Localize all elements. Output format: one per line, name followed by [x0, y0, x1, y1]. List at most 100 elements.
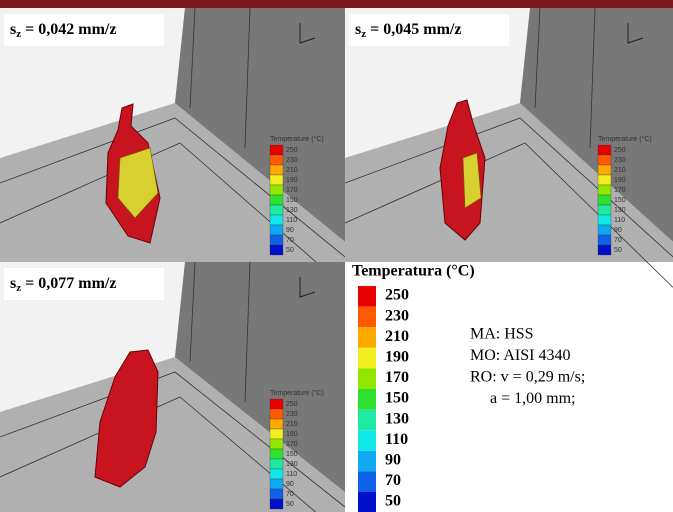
- legend-swatch: [358, 368, 376, 389]
- label-value: = 0,042 mm/z: [21, 21, 116, 38]
- legend-label: 130: [385, 410, 409, 427]
- panel-legend-swatch: [270, 409, 283, 419]
- panel-legend-label: 190: [286, 177, 298, 184]
- panel-legend-swatch: [270, 479, 283, 489]
- panel-legend-swatch: [598, 175, 611, 185]
- panel-legend-label: 210: [614, 167, 626, 174]
- panel-legend-swatch: [270, 399, 283, 409]
- panel-legend-label: 90: [286, 481, 294, 488]
- panel-label: sz = 0,042 mm/z: [10, 21, 116, 40]
- legend-swatch: [358, 430, 376, 451]
- panel-legend-label: 90: [614, 227, 622, 234]
- panel-legend-swatch: [598, 205, 611, 215]
- panel-legend-swatch: [270, 185, 283, 195]
- parameter-text: MA: HSS: [470, 326, 534, 343]
- panel-legend-label: 230: [286, 411, 298, 418]
- panel-legend-title: Temperature (°C): [270, 135, 324, 143]
- panel-legend-swatch: [598, 225, 611, 235]
- legend-label: 170: [385, 369, 409, 386]
- panel-legend-label: 210: [286, 421, 298, 428]
- legend-title: Temperatura (°C): [352, 263, 475, 280]
- panel-legend-label: 230: [286, 157, 298, 164]
- panel-legend-swatch: [270, 469, 283, 479]
- panel-legend-title: Temperature (°C): [270, 389, 324, 397]
- panel-legend-swatch: [270, 419, 283, 429]
- panel-legend-label: 170: [614, 187, 626, 194]
- panel-legend-swatch: [598, 245, 611, 255]
- legend-label: 230: [385, 307, 409, 324]
- legend-swatch: [358, 451, 376, 472]
- panel-legend-label: 190: [614, 177, 626, 184]
- parameter-text: RO: v = 0,29 m/s;: [470, 369, 585, 386]
- label-value: = 0,077 mm/z: [21, 275, 116, 292]
- panel-label: sz = 0,045 mm/z: [355, 21, 461, 40]
- legend-label: 150: [385, 390, 409, 407]
- panel-legend-label: 50: [614, 247, 622, 254]
- top-bar: [0, 0, 673, 8]
- panel: sz = 0,045 mm/zTemperature (°C)250230210…: [345, 8, 673, 287]
- legend-swatch: [358, 492, 376, 512]
- panel-legend-label: 130: [286, 461, 298, 468]
- legend-swatch: [358, 307, 376, 328]
- panel-legend-label: 90: [286, 227, 294, 234]
- panel-legend-label: 110: [286, 471, 297, 478]
- legend-label: 50: [385, 493, 401, 510]
- panel-legend-label: 50: [286, 501, 294, 508]
- panel-legend-swatch: [270, 165, 283, 175]
- panel-legend-swatch: [598, 215, 611, 225]
- panel-legend-label: 170: [286, 187, 298, 194]
- panel-label: sz = 0,077 mm/z: [10, 275, 116, 294]
- panel-legend-swatch: [270, 145, 283, 155]
- legend-label: 250: [385, 287, 409, 304]
- panel-legend-swatch: [270, 489, 283, 499]
- panel-legend-swatch: [270, 225, 283, 235]
- panel-legend-label: 250: [286, 401, 298, 408]
- legend-swatch: [358, 410, 376, 431]
- panel-legend-swatch: [270, 439, 283, 449]
- legend-swatch: [358, 286, 376, 307]
- panel-legend-label: 190: [286, 431, 298, 438]
- legend-label: 210: [385, 328, 409, 345]
- panel-legend-label: 150: [614, 197, 626, 204]
- panel-legend-swatch: [598, 235, 611, 245]
- panel-legend-swatch: [270, 195, 283, 205]
- legend-swatch: [358, 471, 376, 492]
- parameter-text: MO: AISI 4340: [470, 347, 570, 364]
- panel-legend-swatch: [270, 235, 283, 245]
- panel-legend-swatch: [270, 215, 283, 225]
- panel-legend-swatch: [598, 145, 611, 155]
- panel-legend-label: 150: [286, 451, 298, 458]
- panel-legend-swatch: [270, 175, 283, 185]
- panel-legend-swatch: [270, 429, 283, 439]
- panel-legend-swatch: [598, 195, 611, 205]
- legend-label: 110: [385, 431, 408, 448]
- panel-legend-swatch: [270, 499, 283, 509]
- panel-legend-label: 110: [286, 217, 297, 224]
- legend-label: 190: [385, 348, 409, 365]
- panel-legend-title: Temperature (°C): [598, 135, 652, 143]
- panel-legend-label: 170: [286, 441, 298, 448]
- panel-legend-swatch: [270, 155, 283, 165]
- legend-swatch: [358, 389, 376, 410]
- panel-legend-swatch: [598, 165, 611, 175]
- panel-legend-swatch: [270, 459, 283, 469]
- page: sz = 0,042 mm/z Temperature (°C) 250 230 210…: [0, 0, 673, 512]
- panel-legend-label: 130: [286, 207, 298, 214]
- panel-legend-label: 70: [614, 237, 622, 244]
- panel-legend-swatch: [270, 245, 283, 255]
- figure: sz = 0,042 mm/z Temperature (°C) 250 230 210…: [0, 0, 673, 512]
- panel-legend-label: 130: [614, 207, 626, 214]
- legend-swatch: [358, 348, 376, 369]
- panel-legend-label: 110: [614, 217, 625, 224]
- panel-legend-label: 50: [286, 247, 294, 254]
- label-value: = 0,045 mm/z: [366, 21, 461, 38]
- panel-legend-swatch: [270, 205, 283, 215]
- panel-legend-label: 70: [286, 237, 294, 244]
- panel-legend-swatch: [270, 449, 283, 459]
- panel-legend-label: 210: [286, 167, 298, 174]
- legend-label: 90: [385, 451, 401, 468]
- panel-legend-swatch: [598, 185, 611, 195]
- panel-legend-label: 150: [286, 197, 298, 204]
- panel: sz = 0,077 mm/z Temperature (°C) 250 230 210…: [0, 262, 345, 512]
